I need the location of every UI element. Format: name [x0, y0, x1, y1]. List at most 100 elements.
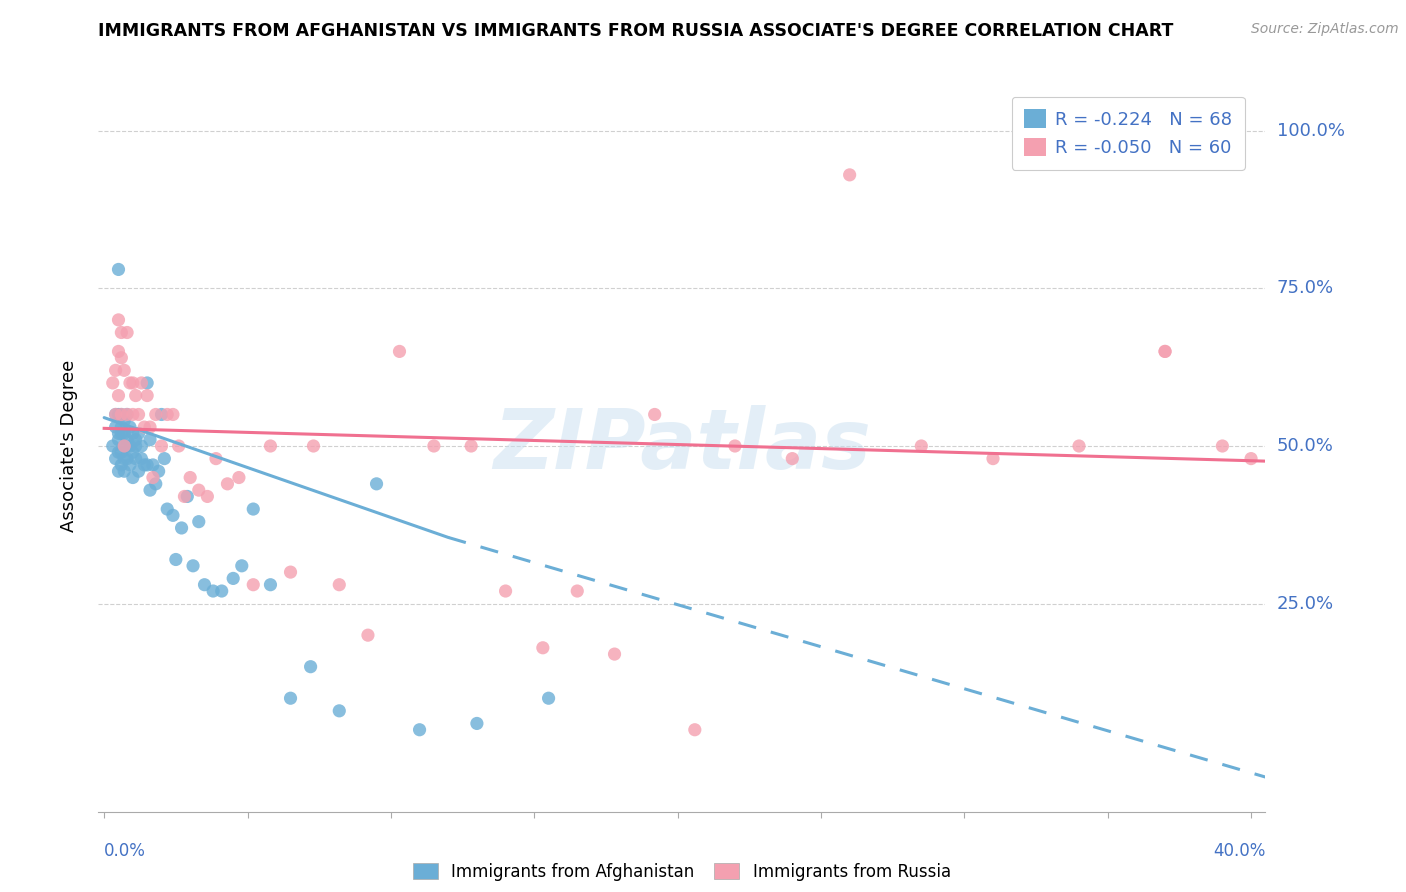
Point [107, 426, 129, 441]
Point [142, 470, 165, 484]
Point [156, 502, 179, 516]
Point [357, 628, 380, 642]
Point [110, 408, 132, 422]
Point [101, 439, 124, 453]
Point [231, 558, 253, 573]
Point [121, 408, 143, 422]
Point [107, 262, 129, 277]
Point [136, 458, 159, 472]
Point [107, 445, 129, 459]
Point [195, 490, 218, 504]
Point [460, 439, 482, 453]
Point [107, 464, 129, 478]
Point [302, 439, 325, 453]
Point [107, 313, 129, 327]
Point [131, 439, 153, 453]
Point [118, 439, 141, 453]
Point [156, 408, 179, 422]
Point [1154, 344, 1177, 359]
Text: 25.0%: 25.0% [1277, 595, 1334, 613]
Point [202, 584, 225, 599]
Point [125, 451, 148, 466]
Point [115, 433, 138, 447]
Point [104, 451, 127, 466]
Point [121, 426, 143, 441]
Point [110, 426, 132, 441]
Text: 75.0%: 75.0% [1277, 279, 1334, 297]
Point [115, 408, 138, 422]
Point [145, 408, 167, 422]
Point [495, 584, 517, 599]
Point [299, 659, 322, 673]
Point [145, 476, 167, 491]
Point [112, 439, 135, 453]
Point [115, 439, 138, 453]
Point [134, 458, 156, 472]
Point [222, 571, 245, 585]
Point [1154, 344, 1177, 359]
Point [139, 433, 162, 447]
Point [112, 451, 135, 466]
Point [110, 326, 132, 340]
Point [139, 420, 162, 434]
Point [112, 363, 135, 377]
Point [125, 388, 148, 402]
Point [115, 326, 138, 340]
Point [125, 433, 148, 447]
Point [150, 408, 173, 422]
Point [128, 408, 150, 422]
Point [603, 647, 626, 661]
Point [187, 515, 209, 529]
Point [259, 578, 281, 592]
Point [1240, 451, 1263, 466]
Point [162, 408, 184, 422]
Point [366, 476, 388, 491]
Point [838, 168, 860, 182]
Point [280, 691, 302, 706]
Point [388, 344, 411, 359]
Point [128, 426, 150, 441]
Point [537, 691, 560, 706]
Point [110, 408, 132, 422]
Point [107, 388, 129, 402]
Point [328, 704, 350, 718]
Point [162, 508, 184, 523]
Point [910, 439, 932, 453]
Point [148, 464, 170, 478]
Point [187, 483, 209, 497]
Point [110, 458, 132, 472]
Point [217, 476, 239, 491]
Point [176, 490, 198, 504]
Point [101, 376, 124, 390]
Legend: Immigrants from Afghanistan, Immigrants from Russia: Immigrants from Afghanistan, Immigrants … [406, 856, 957, 888]
Point [211, 584, 233, 599]
Point [104, 363, 127, 377]
Point [121, 470, 143, 484]
Point [242, 502, 264, 516]
Point [328, 578, 350, 592]
Point [110, 351, 132, 365]
Point [1211, 439, 1233, 453]
Point [205, 451, 228, 466]
Text: IMMIGRANTS FROM AFGHANISTAN VS IMMIGRANTS FROM RUSSIA ASSOCIATE'S DEGREE CORRELA: IMMIGRANTS FROM AFGHANISTAN VS IMMIGRANT… [98, 22, 1174, 40]
Point [110, 445, 132, 459]
Point [228, 470, 250, 484]
Point [107, 433, 129, 447]
Point [181, 558, 204, 573]
Text: 40.0%: 40.0% [1213, 842, 1265, 860]
Text: ZIPatlas: ZIPatlas [494, 406, 870, 486]
Point [112, 426, 135, 441]
Text: 100.0%: 100.0% [1277, 121, 1344, 140]
Point [259, 439, 281, 453]
Point [782, 451, 804, 466]
Point [280, 565, 302, 579]
Point [131, 376, 153, 390]
Point [165, 552, 187, 566]
Point [683, 723, 706, 737]
Point [115, 451, 138, 466]
Point [104, 420, 127, 434]
Point [644, 408, 666, 422]
Point [112, 414, 135, 428]
Point [118, 458, 141, 472]
Point [115, 408, 138, 422]
